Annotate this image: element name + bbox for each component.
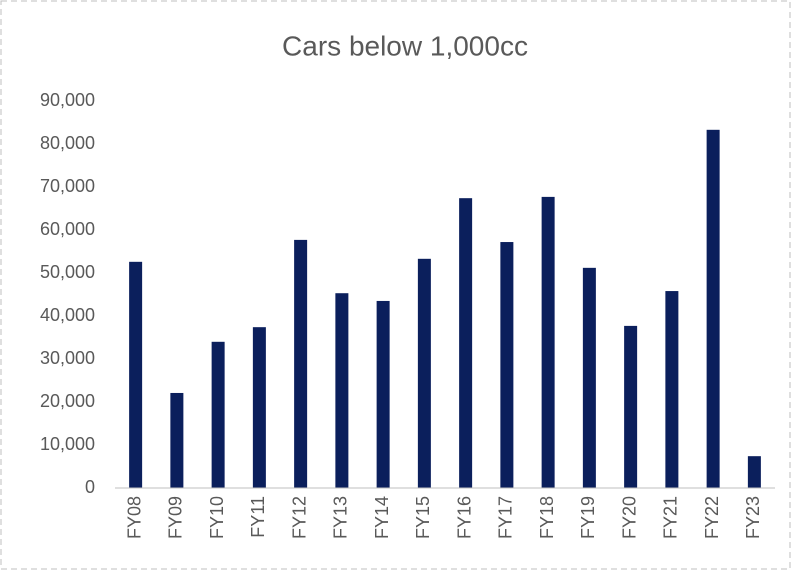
x-tick-label: FY11 [248, 496, 268, 538]
x-tick-label: FY13 [331, 496, 351, 539]
y-tick-label: 60,000 [40, 219, 95, 239]
bar [294, 239, 308, 488]
bar [624, 325, 638, 488]
y-tick-label: 20,000 [40, 391, 95, 411]
bar [541, 196, 555, 488]
x-tick-label: FY18 [537, 496, 557, 539]
bar [706, 129, 720, 488]
bar [211, 341, 225, 488]
x-tick-label: FY16 [454, 496, 474, 539]
x-tick-label: FY15 [413, 496, 433, 539]
bar [129, 261, 143, 488]
y-tick-label: 0 [85, 477, 95, 497]
x-tick-label: FY22 [702, 496, 722, 539]
bar [665, 291, 679, 488]
bar [252, 327, 266, 488]
x-tick-label: FY19 [578, 496, 598, 539]
y-tick-label: 30,000 [40, 348, 95, 368]
chart-title: Cars below 1,000cc [282, 30, 528, 61]
bar [459, 198, 473, 488]
x-tick-label: FY09 [166, 496, 186, 539]
x-tick-label: FY23 [743, 496, 763, 539]
y-tick-label: 70,000 [40, 176, 95, 196]
y-tick-label: 50,000 [40, 262, 95, 282]
x-tick-label: FY20 [619, 496, 639, 539]
x-tick-label: FY21 [661, 496, 681, 539]
bar [335, 293, 349, 488]
bar [376, 300, 390, 488]
y-tick-label: 80,000 [40, 133, 95, 153]
bar [500, 242, 514, 488]
x-tick-label: FY17 [496, 496, 516, 539]
bar [170, 392, 184, 488]
y-tick-label: 90,000 [40, 90, 95, 110]
bar [417, 258, 431, 488]
x-tick-label: FY12 [289, 496, 309, 539]
bar [582, 267, 596, 488]
x-tick-label: FY08 [124, 496, 144, 539]
x-tick-label: FY14 [372, 496, 392, 539]
y-tick-label: 40,000 [40, 305, 95, 325]
bar [747, 456, 761, 488]
y-tick-label: 10,000 [40, 434, 95, 454]
x-tick-label: FY10 [207, 496, 227, 539]
